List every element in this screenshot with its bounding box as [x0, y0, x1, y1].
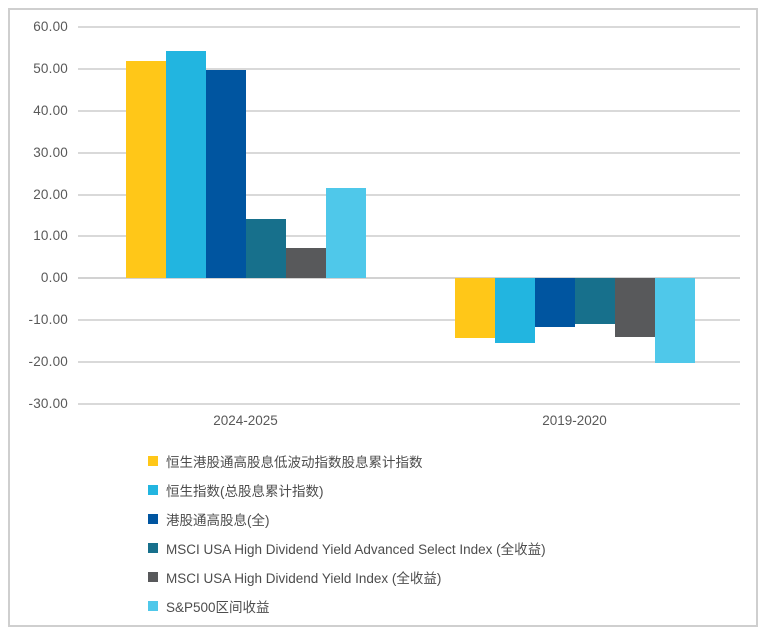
bar-2024-2025-series-2 [205, 69, 246, 279]
bar-2019-2020-series-2 [534, 278, 575, 327]
gridline [78, 151, 740, 154]
y-tick-label: 40.00 [33, 102, 68, 118]
x-category-label: 2024-2025 [213, 413, 278, 428]
gridline [78, 319, 740, 322]
gridline [78, 26, 740, 28]
y-tick-label: 60.00 [33, 19, 68, 34]
bar-2019-2020-series-3 [574, 278, 615, 324]
legend-item: MSCI USA High Dividend Yield Advanced Se… [148, 533, 546, 562]
legend-item: 恒生指数(总股息累计指数) [148, 475, 546, 504]
legend-label: MSCI USA High Dividend Yield Advanced Se… [166, 541, 546, 557]
legend-swatch-icon [148, 455, 158, 466]
bar-2024-2025-series-4 [285, 248, 326, 279]
legend: 恒生港股通高股息低波动指数股息累计指数 恒生指数(总股息累计指数) 港股通高股息(全… [148, 446, 546, 620]
bar-2019-2020-series-4 [614, 278, 655, 337]
legend-label: MSCI USA High Dividend Yield Index (全收益) [166, 570, 442, 586]
legend-label: S&P500区间收益 [166, 599, 270, 615]
gridline [78, 109, 740, 112]
y-tick-label: 30.00 [33, 144, 68, 160]
gridline [78, 67, 740, 70]
y-tick-label: -20.00 [28, 354, 68, 370]
legend-swatch-icon [148, 542, 158, 553]
legend-item: 港股通高股息(全) [148, 504, 546, 533]
legend-swatch-icon [148, 571, 158, 582]
x-category-label: 2019-2020 [542, 413, 607, 428]
bar-2019-2020-series-0 [454, 278, 495, 338]
y-tick-label: -10.00 [28, 312, 68, 328]
legend-item: 恒生港股通高股息低波动指数股息累计指数 [148, 446, 546, 475]
y-tick-label: 20.00 [33, 186, 68, 202]
legend-swatch-icon [148, 513, 158, 524]
gridline [78, 235, 740, 238]
bar-2019-2020-series-5 [654, 278, 695, 363]
bar-2024-2025-series-5 [325, 188, 366, 279]
legend-label: 恒生港股通高股息低波动指数股息累计指数 [166, 454, 423, 470]
bar-2019-2020-series-1 [494, 278, 535, 344]
y-tick-label: 0.00 [40, 270, 68, 286]
bar-2024-2025-series-3 [245, 219, 286, 279]
bar-2024-2025-series-1 [165, 51, 206, 279]
y-tick-label: 50.00 [33, 60, 68, 76]
legend-item: S&P500区间收益 [148, 591, 546, 620]
bar-2024-2025-series-0 [125, 60, 166, 279]
zero-gridline [78, 277, 740, 280]
legend-label: 恒生指数(总股息累计指数) [166, 483, 324, 499]
legend-label: 港股通高股息(全) [166, 512, 270, 528]
y-tick-label: 10.00 [33, 228, 68, 244]
gridline [78, 361, 740, 364]
legend-item: MSCI USA High Dividend Yield Index (全收益) [148, 562, 546, 591]
y-tick-label: -30.00 [28, 396, 68, 411]
legend-swatch-icon [148, 600, 158, 611]
gridline [78, 403, 740, 405]
gridline [78, 193, 740, 196]
legend-swatch-icon [148, 484, 158, 495]
